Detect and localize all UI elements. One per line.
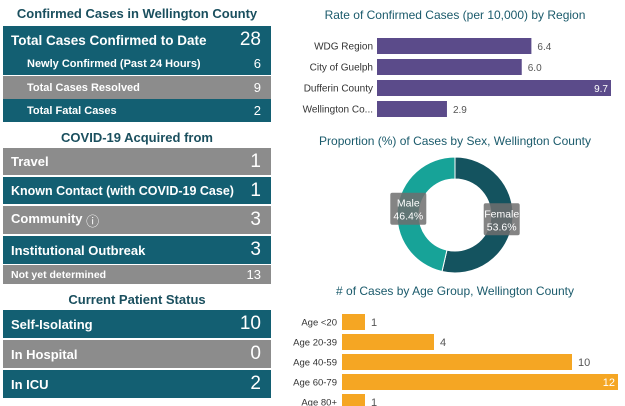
patient-status-title: Current Patient Status bbox=[68, 292, 206, 307]
acquired-value-institutional: 3 bbox=[250, 239, 261, 260]
acquired-label-institutional: Institutional Outbreak bbox=[11, 242, 146, 258]
acquired-row-institutional: Institutional Outbreak 3 bbox=[3, 236, 271, 264]
category-label: Age 60-79 bbox=[293, 378, 337, 389]
bar[interactable] bbox=[377, 38, 532, 54]
resolved-cases-row: Total Cases Resolved 9 bbox=[3, 76, 271, 99]
acquired-label-community: Community bbox=[11, 210, 83, 226]
acquired-title: COVID-19 Acquired from bbox=[61, 130, 213, 145]
data-label: 12 bbox=[603, 377, 615, 389]
status-value-icu: 2 bbox=[250, 373, 261, 394]
status-value-self-isolating: 10 bbox=[239, 313, 261, 334]
acquired-row-undetermined: Not yet determined 13 bbox=[3, 265, 271, 284]
fatal-cases-label: Total Fatal Cases bbox=[27, 104, 117, 117]
data-label: 4 bbox=[440, 337, 446, 349]
acquired-value-travel: 1 bbox=[250, 150, 261, 172]
bar[interactable] bbox=[342, 374, 618, 390]
data-label: 10 bbox=[578, 357, 590, 369]
acquired-value-known-contact: 1 bbox=[250, 179, 261, 201]
age-chart-title: # of Cases by Age Group, Wellington Coun… bbox=[336, 284, 574, 298]
new-cases-row: Newly Confirmed (Past 24 Hours) 6 bbox=[3, 52, 271, 75]
new-cases-value: 6 bbox=[253, 56, 261, 71]
bar[interactable] bbox=[377, 59, 522, 75]
status-row-icu: In ICU 2 bbox=[3, 370, 271, 398]
data-label: 6.4 bbox=[537, 42, 551, 53]
category-label: Age 20-39 bbox=[293, 338, 337, 349]
total-cases-value: 28 bbox=[239, 29, 261, 50]
status-label-hospital: In Hospital bbox=[11, 346, 78, 362]
slice-percent: 46.4% bbox=[393, 211, 423, 223]
resolved-cases-label: Total Cases Resolved bbox=[27, 81, 140, 94]
bar[interactable] bbox=[377, 101, 447, 117]
fatal-cases-row: Total Fatal Cases 2 bbox=[3, 99, 271, 122]
category-label: Wellington Co... bbox=[303, 105, 373, 116]
status-value-hospital: 0 bbox=[250, 343, 261, 364]
slice-name: Female bbox=[484, 208, 519, 220]
new-cases-label: Newly Confirmed (Past 24 Hours) bbox=[27, 57, 201, 70]
data-label: 6.0 bbox=[528, 63, 542, 74]
category-label: Age <20 bbox=[301, 318, 337, 329]
donut-slice-female[interactable] bbox=[441, 156, 514, 273]
category-label: WDG Region bbox=[314, 42, 373, 53]
slice-label-background bbox=[483, 203, 520, 236]
status-label-self-isolating: Self-Isolating bbox=[11, 316, 93, 332]
category-label: Age 80+ bbox=[301, 398, 337, 406]
category-label: Age 40-59 bbox=[293, 358, 337, 369]
category-label: City of Guelph bbox=[310, 63, 373, 74]
slice-label-background bbox=[390, 192, 427, 225]
acquired-row-community: Community ⓘ 3 bbox=[3, 206, 271, 234]
bar[interactable] bbox=[342, 314, 365, 330]
region-chart-title: Rate of Confirmed Cases (per 10,000) by … bbox=[324, 8, 586, 22]
status-row-hospital: In Hospital 0 bbox=[3, 340, 271, 368]
acquired-label-travel: Travel bbox=[11, 154, 49, 169]
data-label: 2.9 bbox=[453, 105, 467, 116]
confirmed-cases-title: Confirmed Cases in Wellington County bbox=[16, 6, 258, 21]
acquired-label-known-contact: Known Contact (with COVID-19 Case) bbox=[11, 183, 234, 198]
acquired-label-undetermined: Not yet determined bbox=[11, 268, 107, 281]
sex-chart-title: Proportion (%) of Cases by Sex, Wellingt… bbox=[319, 134, 591, 148]
total-cases-label: Total Cases Confirmed to Date bbox=[11, 32, 207, 48]
bar[interactable] bbox=[342, 394, 365, 406]
status-row-self-isolating: Self-Isolating 10 bbox=[3, 310, 271, 338]
acquired-row-known-contact: Known Contact (with COVID-19 Case) 1 bbox=[3, 177, 271, 204]
category-label: Dufferin County bbox=[304, 84, 373, 95]
bar[interactable] bbox=[342, 354, 572, 370]
resolved-cases-value: 9 bbox=[253, 80, 261, 95]
age-group-chart: Age <20 1 Age 20-39 4 Age 40-59 10 Age 60-79 12… bbox=[293, 314, 618, 406]
status-label-icu: In ICU bbox=[11, 376, 49, 392]
data-label: 1 bbox=[371, 397, 377, 406]
data-label: 9.7 bbox=[594, 84, 608, 95]
info-icon[interactable]: ⓘ bbox=[86, 213, 100, 229]
acquired-value-undetermined: 13 bbox=[246, 267, 261, 282]
total-cases-row: Total Cases Confirmed to Date 28 bbox=[3, 26, 271, 54]
bar[interactable] bbox=[342, 334, 434, 350]
acquired-row-travel: Travel 1 bbox=[3, 148, 271, 175]
region-rate-chart: WDG Region 6.4 City of Guelph 6.0 Dufferin C… bbox=[303, 38, 611, 117]
slice-name: Male bbox=[397, 198, 420, 210]
bar[interactable] bbox=[377, 80, 611, 96]
data-label: 1 bbox=[371, 317, 377, 329]
donut-slice-male[interactable] bbox=[396, 156, 456, 273]
acquired-value-community: 3 bbox=[250, 209, 261, 230]
fatal-cases-value: 2 bbox=[253, 103, 261, 118]
slice-percent: 53.6% bbox=[487, 221, 517, 233]
